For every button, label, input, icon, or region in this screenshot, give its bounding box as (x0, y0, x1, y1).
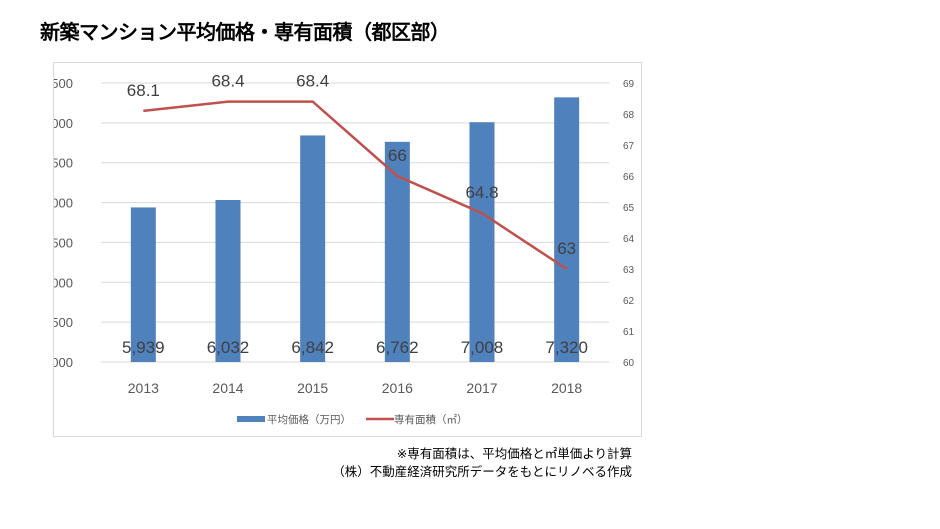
bar-data-label: 6,762 (376, 338, 419, 357)
left-axis-tick: 4,000 (54, 355, 73, 370)
bar-data-label: 5,939 (122, 338, 165, 357)
right-axis-tick: 66 (623, 172, 635, 183)
x-axis-tick: 2017 (466, 380, 497, 396)
right-axis-tick: 64 (623, 234, 635, 245)
x-axis-tick: 2013 (128, 380, 159, 396)
x-axis-tick: 2016 (382, 380, 413, 396)
right-axis-tick: 61 (623, 327, 635, 338)
bar-2015 (300, 135, 326, 362)
x-axis-tick: 2015 (297, 380, 328, 396)
chart-title: 新築マンション平均価格・専有面積（都区部） (40, 20, 450, 44)
line-data-label: 64.8 (465, 183, 498, 202)
right-axis-tick: 60 (623, 358, 635, 369)
right-axis-tick: 63 (623, 265, 635, 276)
left-axis-tick: 5,000 (54, 275, 73, 290)
bar-2013 (130, 207, 156, 362)
footnote-source: （株）不動産経済研究所データをもとにリノベる作成 (332, 464, 632, 479)
left-axis-tick: 5,500 (54, 235, 73, 250)
area-line (143, 100, 568, 271)
left-axis-tick: 7,500 (54, 76, 73, 91)
bar-2014 (215, 200, 241, 362)
line-data-label: 66 (388, 146, 407, 165)
bar-data-label: 7,008 (461, 338, 504, 357)
footnote-calculation: ※専有面積は、平均価格と㎡単価より計算 (396, 446, 632, 461)
legend-label-price: 平均価格（万円） (267, 413, 351, 426)
bar-2018 (554, 97, 580, 362)
bar-2017 (469, 122, 495, 363)
line-data-label: 68.1 (127, 81, 160, 100)
bar-data-label: 7,320 (545, 338, 588, 357)
combo-chart: 4,000 4,500 5,000 5,500 6,000 6,500 7,000 7,500… (54, 72, 635, 426)
left-axis-tick: 6,500 (54, 156, 73, 171)
legend-swatch-price (237, 416, 265, 422)
left-axis-tick: 7,000 (54, 116, 73, 131)
bar-data-label: 6,032 (207, 338, 250, 357)
x-axis-tick: 2018 (551, 380, 582, 396)
bar-data-label: 6,842 (291, 338, 334, 357)
right-axis-tick: 62 (623, 296, 635, 307)
line-data-label: 68.4 (296, 72, 329, 91)
legend-label-area: 専有面積（㎡） (394, 413, 468, 426)
left-axis-tick: 4,500 (54, 315, 73, 330)
right-axis-tick: 67 (623, 141, 635, 152)
right-axis-tick: 65 (623, 203, 635, 214)
line-data-label: 68.4 (211, 72, 244, 91)
right-axis-tick: 68 (623, 110, 635, 121)
line-data-label: 63 (557, 239, 576, 258)
chart-panel: 4,000 4,500 5,000 5,500 6,000 6,500 7,000 7,500… (53, 62, 642, 437)
left-axis-tick: 6,000 (54, 196, 73, 211)
x-axis-tick: 2014 (212, 380, 243, 396)
right-axis-tick: 69 (623, 79, 635, 90)
